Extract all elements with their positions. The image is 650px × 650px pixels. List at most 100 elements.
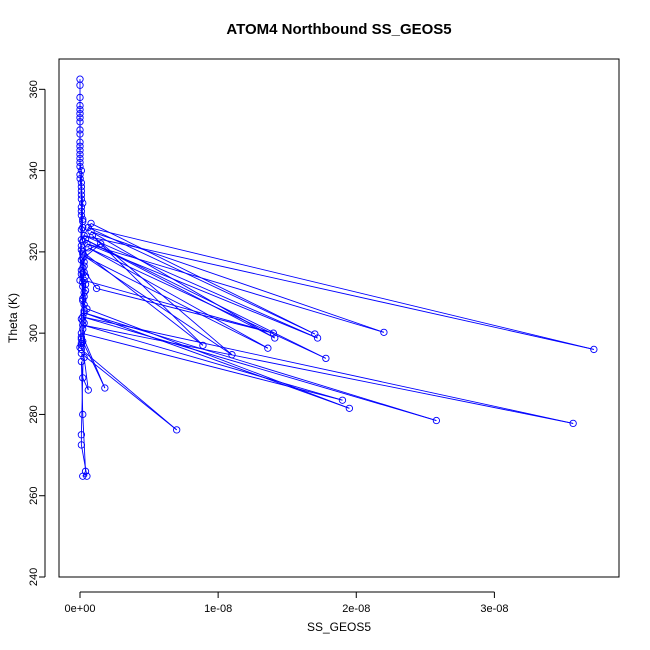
data-point (77, 166, 86, 175)
data-point (84, 244, 92, 252)
series-segment (80, 310, 85, 435)
data-point (81, 272, 90, 280)
y-tick-label: 240 (28, 568, 40, 586)
data-point (76, 105, 84, 114)
x-axis-label: SS_GEOS5 (307, 620, 371, 634)
data-point (77, 242, 86, 250)
data-point (87, 227, 95, 236)
data-point (77, 225, 86, 234)
x-tick-label: 0e+00 (65, 603, 96, 615)
series-segment (83, 357, 89, 391)
data-point (264, 344, 272, 352)
series-segment (81, 243, 102, 261)
y-axis: 240 260 280 300 320 340 360 (28, 80, 46, 586)
series-segment (96, 288, 274, 334)
data-point (77, 195, 86, 203)
data-point (79, 250, 87, 258)
series-segment (80, 444, 88, 477)
data-point (79, 238, 87, 246)
x-tick-label: 2e-08 (342, 603, 370, 615)
series-segment (85, 239, 327, 359)
data-point (76, 101, 84, 110)
data-point (79, 317, 87, 325)
series-segment (79, 211, 82, 281)
data-point (76, 158, 84, 167)
data-point (590, 345, 598, 354)
data-point (77, 335, 86, 343)
data-point (76, 343, 84, 352)
data-point (79, 410, 87, 419)
data-point (92, 284, 101, 293)
data-point (432, 416, 441, 425)
y-tick-label: 340 (28, 161, 40, 179)
data-point (76, 162, 84, 171)
data-point (79, 282, 87, 291)
data-point (77, 191, 86, 199)
series-segment (82, 471, 86, 477)
data-point (77, 339, 86, 347)
series-segment (82, 316, 437, 421)
series-segment (82, 377, 89, 391)
data-point (80, 258, 88, 266)
data-point (77, 441, 86, 449)
data-point (199, 341, 207, 350)
series-lines (79, 79, 594, 477)
data-point (322, 354, 330, 363)
data-point (228, 351, 236, 359)
data-point (76, 93, 84, 102)
data-point (79, 254, 87, 262)
x-tick-label: 1e-08 (204, 603, 232, 615)
data-point (338, 396, 347, 404)
data-point (345, 404, 354, 412)
x-tick-label: 3e-08 (480, 603, 508, 615)
data-point (76, 150, 84, 158)
series-segment (82, 251, 204, 346)
series-segment (88, 227, 316, 335)
data-point (76, 175, 84, 183)
series-segment (82, 267, 97, 289)
data-point (79, 374, 87, 382)
series-segment (83, 235, 318, 339)
data-point (80, 309, 88, 317)
data-point (76, 114, 84, 122)
data-point (84, 386, 92, 394)
data-point (77, 207, 86, 215)
series-segment (82, 324, 343, 401)
series-segment (80, 194, 84, 220)
chart-title: ATOM4 Northbound SS_GEOS5 (226, 21, 451, 38)
data-point (88, 231, 97, 240)
x-axis: 0e+00 1e-08 2e-08 3e-08 (65, 591, 508, 615)
data-point (77, 431, 86, 439)
series-segment (82, 324, 574, 424)
data-point (76, 154, 84, 163)
data-point (79, 217, 87, 226)
data-point (76, 126, 84, 134)
series-segment (82, 341, 106, 389)
series-segment (86, 243, 385, 333)
y-tick-label: 300 (28, 324, 40, 342)
data-point (569, 419, 577, 428)
data-point (80, 292, 88, 301)
data-point (77, 203, 86, 211)
data-point (101, 384, 109, 392)
data-point (79, 296, 87, 305)
data-point (79, 278, 87, 287)
data-point (76, 171, 84, 179)
y-tick-label: 360 (28, 80, 40, 98)
y-tick-label: 280 (28, 405, 40, 423)
data-point (77, 270, 86, 278)
series-segment (83, 312, 350, 409)
data-point (80, 319, 88, 327)
data-point (97, 240, 105, 248)
data-point (76, 138, 84, 146)
series-segment (83, 255, 269, 349)
series-segment (92, 235, 204, 346)
y-axis-label: Theta (K) (6, 293, 20, 343)
series-segment (84, 312, 437, 421)
data-point (76, 110, 84, 118)
series-segment (86, 308, 350, 409)
series-segment (84, 235, 594, 350)
data-point (173, 426, 181, 434)
series-segment (81, 332, 343, 401)
